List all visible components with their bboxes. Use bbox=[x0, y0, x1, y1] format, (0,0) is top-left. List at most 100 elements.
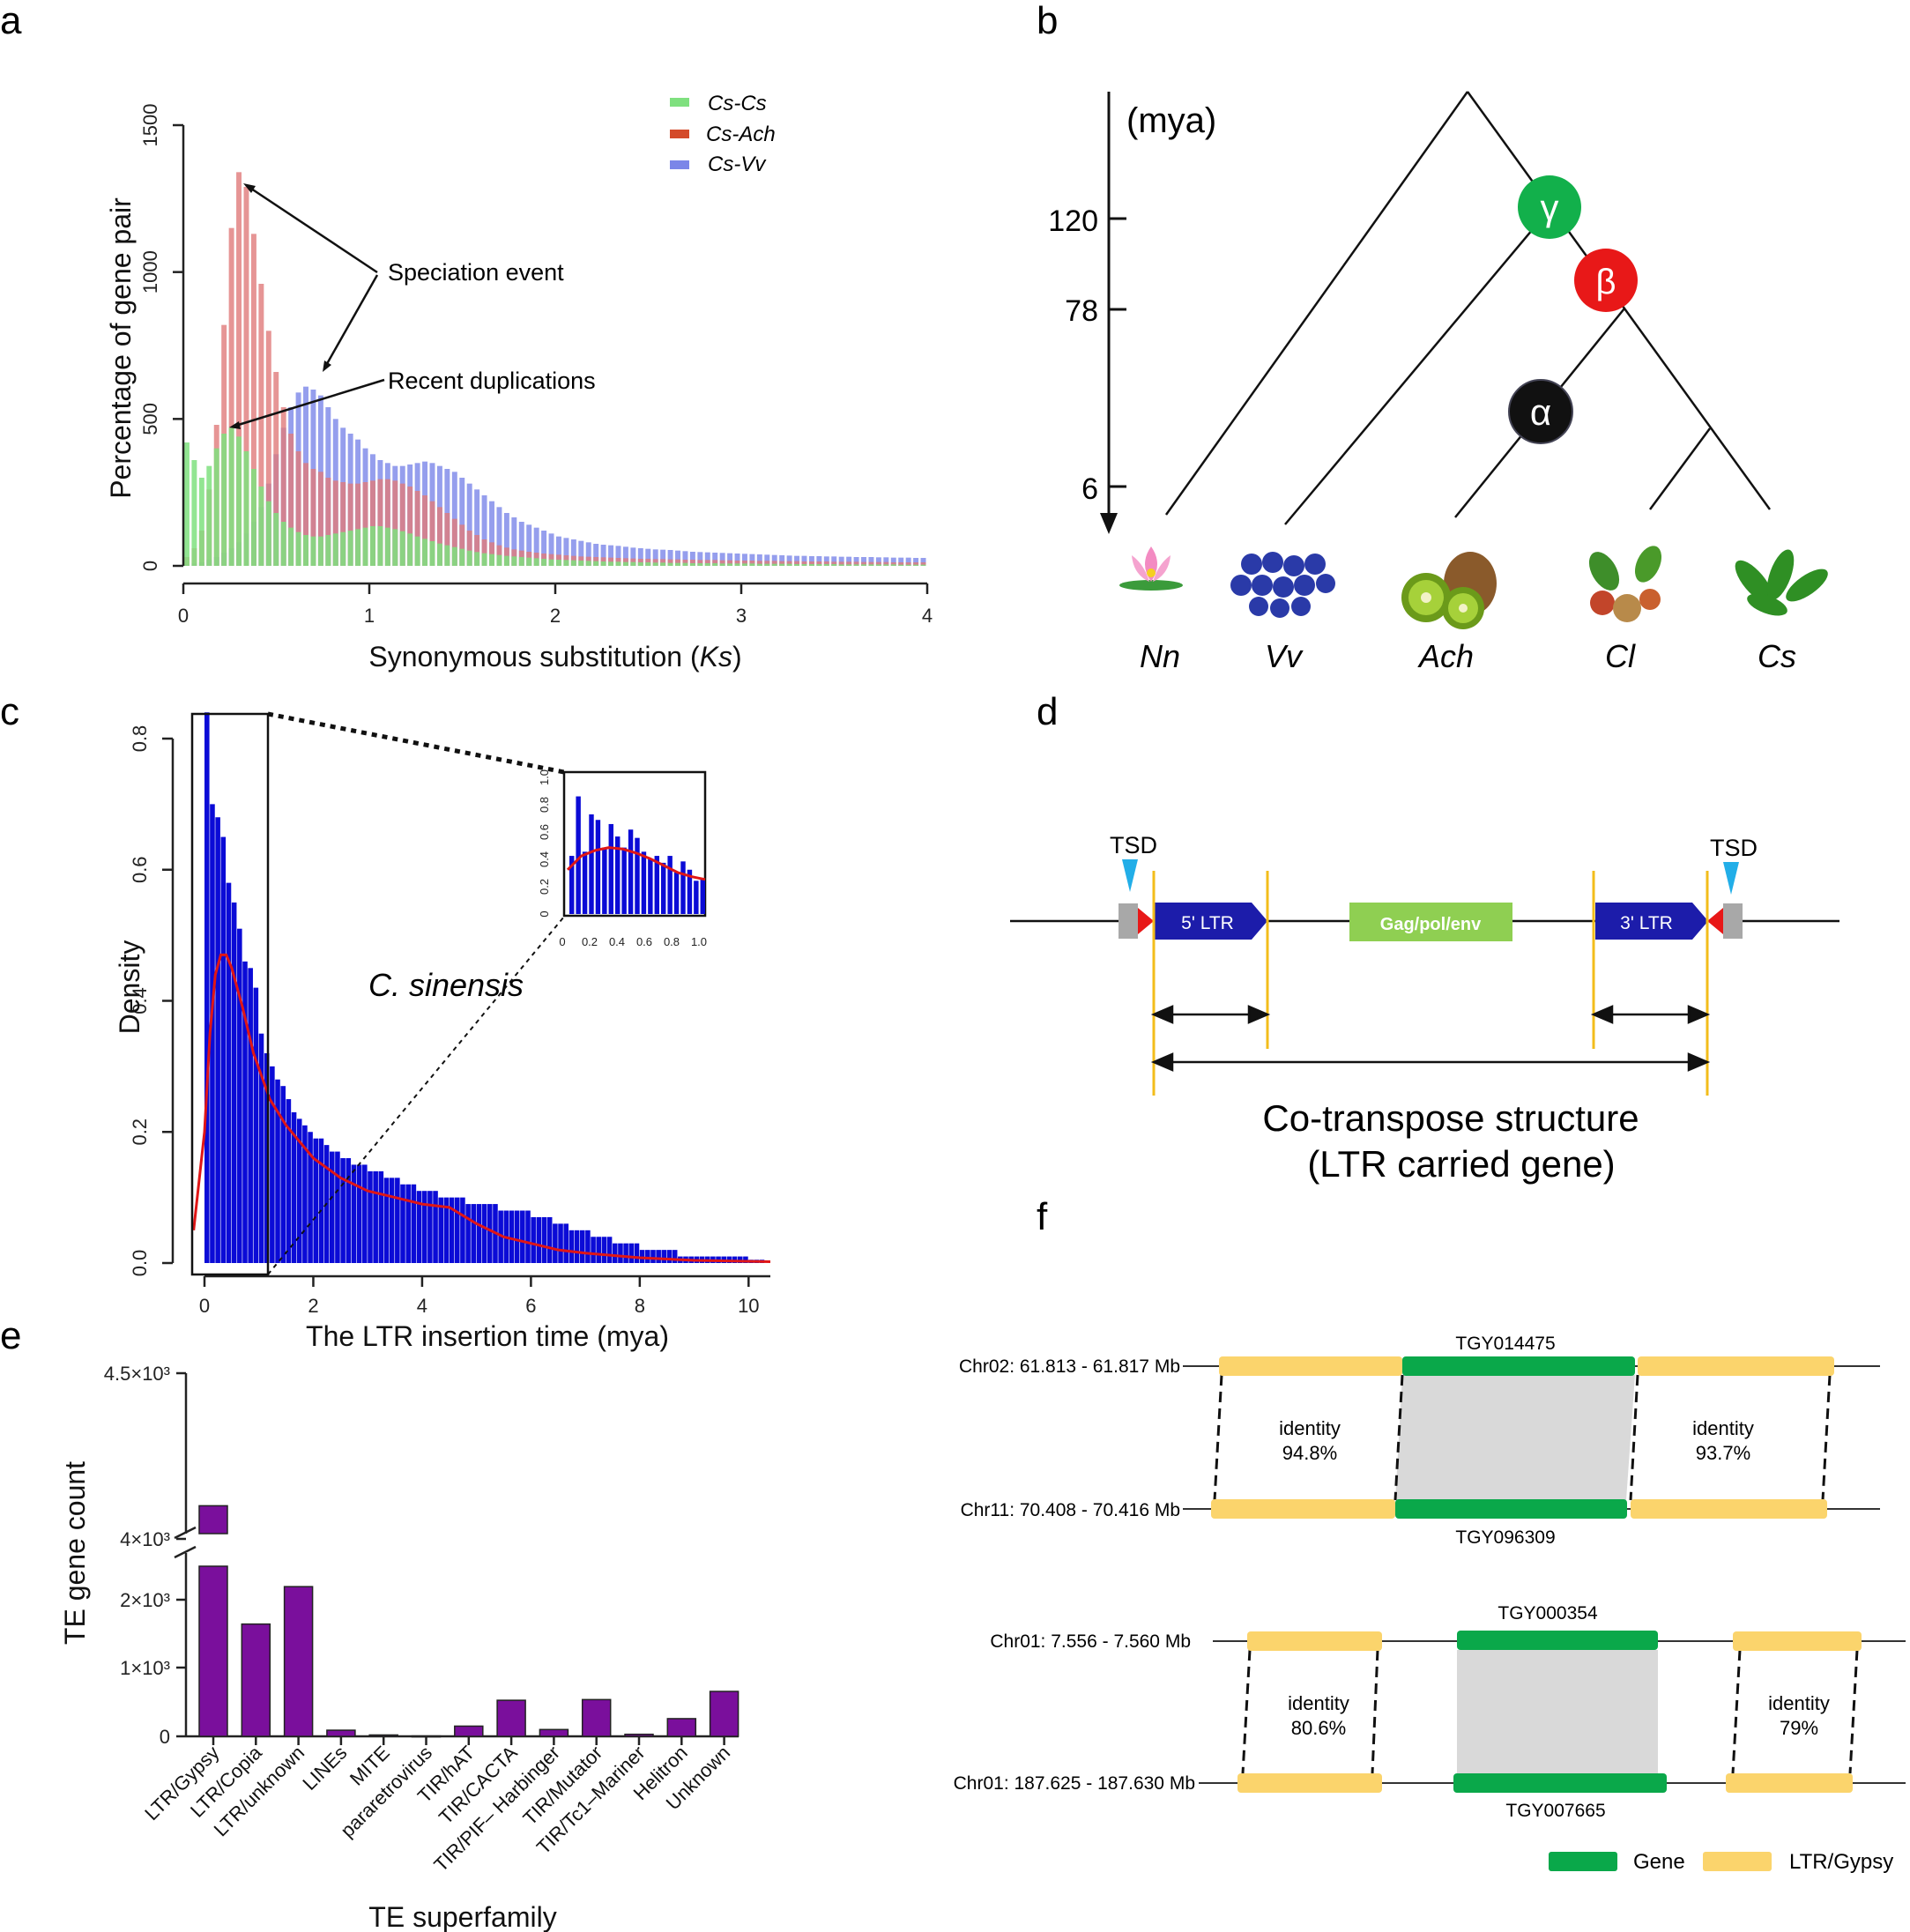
bar-cs-vv-75 bbox=[742, 554, 747, 566]
bar-cs-cs-12 bbox=[273, 513, 279, 566]
bar-insertion-86 bbox=[672, 1250, 678, 1263]
bar-cs-ach-20 bbox=[332, 480, 338, 566]
bar-11 bbox=[666, 1718, 697, 1737]
bar-cs-cs-79 bbox=[771, 563, 777, 566]
bar-cs-vv-47 bbox=[533, 527, 539, 566]
bar-cs-vv-62 bbox=[645, 548, 651, 566]
gamma-event-symbol: γ bbox=[1541, 187, 1559, 228]
gene-block-bottom-1 bbox=[1395, 1499, 1627, 1519]
y-tick-4000: 4×10³ bbox=[120, 1528, 170, 1550]
bar-insertion-23 bbox=[329, 1151, 335, 1263]
bar-insertion-52 bbox=[487, 1204, 493, 1263]
bar-cs-vv-91 bbox=[861, 557, 866, 566]
bar-cs-cs-93 bbox=[875, 564, 881, 566]
inset-bar-19 bbox=[694, 881, 699, 914]
bar-cs-cs-64 bbox=[660, 562, 666, 566]
bar-cs-ach-93 bbox=[875, 561, 881, 566]
annotation-speciation-event: Speciation event bbox=[388, 259, 564, 286]
bar-insertion-17 bbox=[296, 1118, 302, 1263]
bar-cs-ach-32 bbox=[422, 495, 428, 566]
bar-insertion-70 bbox=[585, 1230, 591, 1263]
bar-cs-ach-9 bbox=[250, 234, 256, 566]
bar-insertion-8 bbox=[248, 968, 253, 1263]
tsd-left-label: TSD bbox=[1110, 832, 1157, 858]
bar-insertion-58 bbox=[520, 1210, 525, 1263]
bar-cs-ach-6 bbox=[228, 227, 234, 566]
bar-cs-cs-32 bbox=[422, 539, 428, 566]
inset-y-tick-0.2: 0.2 bbox=[538, 879, 551, 895]
panel-f-legend: Gene LTR/Gypsy bbox=[1549, 1850, 1893, 1874]
bar-cs-vv-83 bbox=[801, 555, 807, 566]
bar-cs-vv-54 bbox=[585, 542, 591, 566]
bar-cs-vv-81 bbox=[786, 555, 792, 566]
right-terminal-marker bbox=[1707, 908, 1723, 934]
bar-insertion-78 bbox=[628, 1243, 635, 1263]
c-x-tick-2: 2 bbox=[308, 1295, 318, 1317]
bar-insertion-56 bbox=[509, 1210, 515, 1263]
panel-c-inset: 0 0.2 0.4 0.6 0.8 1.0 0 0.2 0.4 0.6 0.8 1.0 bbox=[538, 769, 707, 948]
bar-cs-cs-95 bbox=[890, 564, 896, 566]
bar-cs-ach-77 bbox=[756, 561, 762, 566]
bar-cs-cs-81 bbox=[786, 563, 792, 566]
ltr-link-1a bbox=[1213, 1374, 1223, 1501]
bar-cs-ach-98 bbox=[913, 562, 919, 566]
left-terminal-marker bbox=[1138, 908, 1154, 934]
bar-insertion-99 bbox=[743, 1256, 748, 1263]
bar-cs-cs-90 bbox=[853, 564, 859, 566]
bar-cs-cs-11 bbox=[265, 501, 271, 566]
zoom-connector-top bbox=[267, 711, 565, 775]
bar-cs-cs-61 bbox=[637, 562, 643, 566]
bar-cs-cs-26 bbox=[377, 526, 383, 566]
inset-bar-16 bbox=[673, 872, 680, 914]
synteny-pair-1: Chr02: 61.813 - 61.817 Mb Chr11: 70.408 … bbox=[959, 1334, 1880, 1548]
bar-cs-cs-5 bbox=[221, 434, 227, 566]
c-y-tick-0.4: 0.4 bbox=[129, 987, 151, 1014]
tsd-left-pointer bbox=[1122, 859, 1138, 892]
bar-cs-cs-85 bbox=[816, 564, 822, 566]
bar-insertion-48 bbox=[465, 1204, 471, 1263]
bar-cs-cs-74 bbox=[734, 563, 740, 566]
bar-cs-cs-31 bbox=[414, 536, 420, 566]
bar-insertion-26 bbox=[346, 1158, 352, 1263]
bar-cs-ach-66 bbox=[675, 559, 680, 566]
ltr-link-1b bbox=[1393, 1374, 1404, 1501]
gene-label-top-1: TGY014475 bbox=[1455, 1334, 1555, 1354]
beta-event-symbol: β bbox=[1595, 263, 1616, 301]
bar-cs-vv-88 bbox=[838, 556, 844, 566]
inset-y-tick-0: 0 bbox=[538, 910, 551, 917]
bar-cs-vv-69 bbox=[697, 552, 703, 566]
bar-cs-cs-83 bbox=[801, 564, 807, 566]
bar-0-lower bbox=[198, 1565, 228, 1737]
bar-cs-vv-43 bbox=[503, 513, 509, 566]
bar-cs-cs-13 bbox=[280, 522, 286, 566]
bar-cs-vv-39 bbox=[474, 489, 480, 566]
bar-cs-cs-6 bbox=[228, 427, 234, 566]
bar-cs-ach-95 bbox=[890, 562, 896, 566]
bar-cs-ach-84 bbox=[808, 561, 814, 566]
bar-cs-cs-21 bbox=[340, 531, 346, 566]
panel-e-y-label: TE gene count bbox=[59, 1461, 91, 1645]
bar-cs-vv-79 bbox=[771, 554, 777, 566]
inset-bar-1 bbox=[576, 796, 581, 914]
bar-cs-cs-0 bbox=[184, 442, 190, 566]
bar-cs-ach-29 bbox=[399, 483, 405, 566]
bar-insertion-12 bbox=[270, 1066, 275, 1263]
bar-insertion-97 bbox=[732, 1256, 738, 1263]
y-tick-4500: 4.5×10³ bbox=[104, 1363, 170, 1385]
bar-cs-cs-60 bbox=[630, 561, 636, 566]
identity-label-right-1: identity bbox=[1692, 1417, 1754, 1439]
bar-insertion-64 bbox=[553, 1223, 558, 1263]
inset-x-tick-0.8: 0.8 bbox=[664, 935, 680, 948]
bar-cs-vv-52 bbox=[570, 539, 576, 566]
inset-bar-3 bbox=[589, 814, 594, 914]
bar-cs-ach-82 bbox=[794, 561, 800, 566]
boundary-lines bbox=[1152, 871, 1709, 1096]
bar-cs-cs-25 bbox=[370, 526, 375, 566]
tick-label-120: 120 bbox=[1048, 204, 1098, 238]
panel-c-ticks: 0 2 4 6 8 10 0.0 0.2 0.4 0.6 0.8 bbox=[129, 725, 760, 1317]
arrowhead-speciation-1 bbox=[243, 183, 256, 193]
bar-0-upper bbox=[198, 1505, 228, 1534]
bar-cs-ach-91 bbox=[861, 561, 866, 566]
axis-break-bottom bbox=[174, 1545, 197, 1559]
bar-cs-cs-55 bbox=[593, 561, 599, 566]
